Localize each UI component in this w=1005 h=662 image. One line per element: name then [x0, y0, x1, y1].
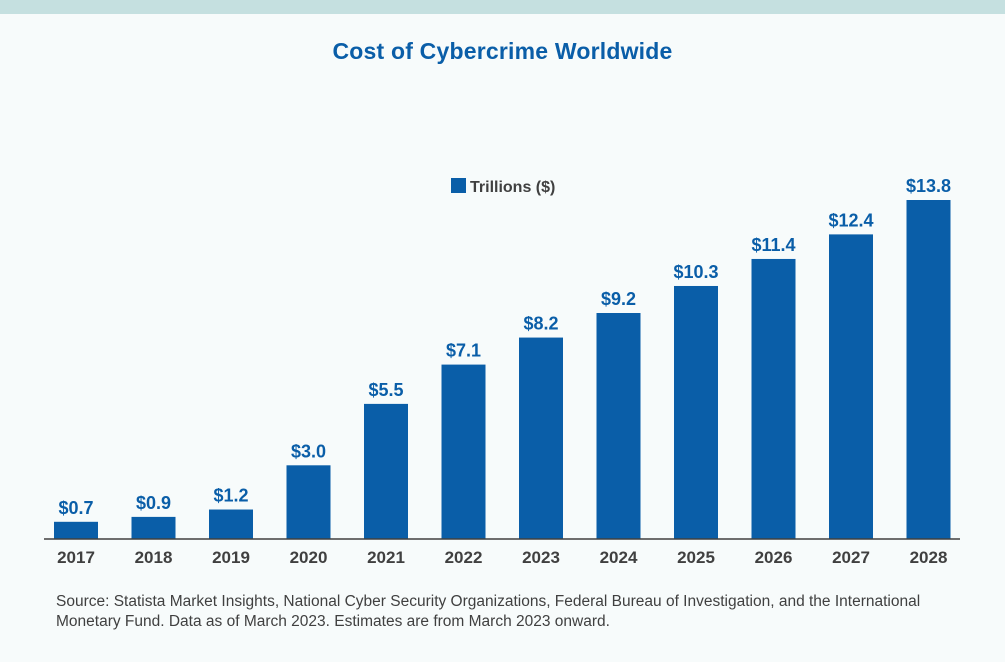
- tick-label-2025: 2025: [677, 548, 715, 567]
- tick-label-2019: 2019: [212, 548, 250, 567]
- tick-label-2022: 2022: [445, 548, 483, 567]
- bar-2026: [751, 258, 796, 539]
- value-label-2028: $13.8: [906, 176, 951, 196]
- value-label-2027: $12.4: [828, 210, 873, 230]
- value-label-2020: $3.0: [291, 441, 326, 461]
- bar-2028: [906, 200, 951, 539]
- value-label-2024: $9.2: [601, 289, 636, 309]
- value-label-2022: $7.1: [446, 341, 481, 361]
- bar-2019: [209, 509, 253, 539]
- tick-label-2028: 2028: [910, 548, 948, 567]
- legend: Trillions ($): [451, 178, 555, 196]
- legend-label: Trillions ($): [470, 179, 555, 196]
- value-label-2023: $8.2: [523, 314, 558, 334]
- bar-2022: [441, 364, 486, 539]
- bar-2018: [131, 516, 176, 539]
- bar-2024: [596, 313, 641, 539]
- tick-label-2021: 2021: [367, 548, 405, 567]
- tick-label-2018: 2018: [135, 548, 173, 567]
- bar-2017: [54, 521, 98, 539]
- legend-swatch: [451, 178, 466, 193]
- value-label-2019: $1.2: [213, 486, 248, 506]
- source-note: Source: Statista Market Insights, Nation…: [56, 593, 921, 630]
- bar-2027: [829, 234, 873, 540]
- value-label-2021: $5.5: [368, 380, 403, 400]
- tick-label-2024: 2024: [600, 548, 638, 567]
- value-label-2018: $0.9: [136, 493, 171, 513]
- value-label-2017: $0.7: [58, 498, 93, 518]
- bar-2020: [286, 465, 331, 539]
- value-label-2025: $10.3: [673, 262, 718, 282]
- chart-title: Cost of Cybercrime Worldwide: [332, 38, 673, 64]
- bar-chart: Trillions ($) $0.7 $0.9 $1.2 $3.0 $5.5 $7.1 $8…: [44, 176, 960, 567]
- tick-label-2020: 2020: [290, 548, 328, 567]
- top-band: [0, 0, 1005, 14]
- value-label-2026: $11.4: [751, 235, 795, 255]
- bar-2023: [519, 337, 563, 539]
- tick-label-2017: 2017: [57, 548, 95, 567]
- tick-label-2026: 2026: [755, 548, 793, 567]
- tick-label-2027: 2027: [832, 548, 870, 567]
- tick-label-2023: 2023: [522, 548, 560, 567]
- bar-2025: [674, 285, 718, 539]
- bar-2021: [364, 403, 408, 539]
